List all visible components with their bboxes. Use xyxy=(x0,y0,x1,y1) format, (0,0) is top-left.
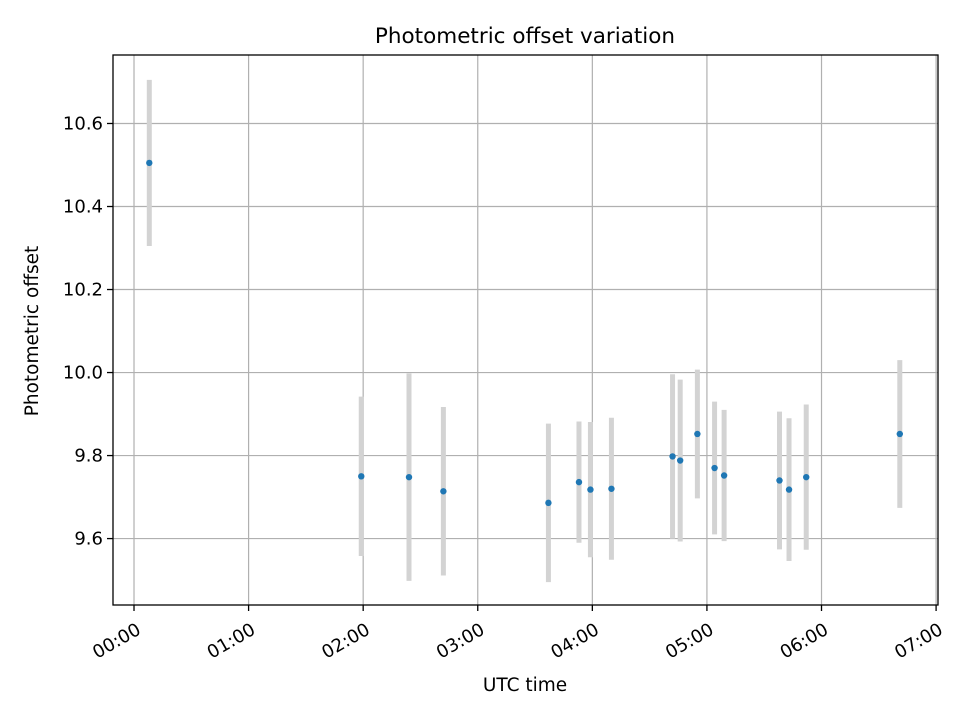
x-tick-label: 02:00 xyxy=(318,619,373,663)
x-tick-label: 01:00 xyxy=(204,619,259,663)
data-point xyxy=(587,486,594,493)
chart-title: Photometric offset variation xyxy=(375,24,675,49)
y-tick-label: 10.6 xyxy=(63,113,103,134)
data-point xyxy=(575,478,583,486)
data-point xyxy=(694,430,701,438)
data-point xyxy=(785,486,793,493)
y-tick-label: 9.6 xyxy=(74,529,103,550)
y-axis-label: Photometric offset xyxy=(22,246,43,417)
x-tick-label: 07:00 xyxy=(891,619,946,663)
y-tick-label: 10.2 xyxy=(63,280,103,301)
y-tick-label: 9.8 xyxy=(74,446,103,467)
y-axis-ticks: 9.6 9.8 10.0 10.2 10.4 10.6 xyxy=(63,113,113,550)
x-tick-label: 03:00 xyxy=(433,619,488,663)
plot-frame xyxy=(112,54,939,606)
errorbars xyxy=(146,79,903,583)
data-point xyxy=(405,473,413,481)
data-point xyxy=(776,477,783,484)
x-axis-label: UTC time xyxy=(483,675,567,696)
data-points xyxy=(146,159,904,507)
data-point xyxy=(608,485,615,492)
y-tick-label: 10.4 xyxy=(63,197,103,218)
data-point xyxy=(545,499,552,507)
data-point xyxy=(676,457,684,464)
data-point xyxy=(896,430,904,438)
data-point xyxy=(358,473,365,480)
x-tick-label: 06:00 xyxy=(777,619,832,663)
x-axis-ticks: 00:00 01:00 02:00 03:00 04:00 05:00 06:00 07:00 xyxy=(89,605,947,663)
grid xyxy=(113,55,938,605)
x-tick-label: 05:00 xyxy=(662,619,717,663)
data-point xyxy=(711,464,718,472)
y-tick-label: 10.0 xyxy=(63,363,103,384)
data-point xyxy=(803,473,810,481)
x-tick-label: 04:00 xyxy=(547,619,602,663)
x-tick-label: 00:00 xyxy=(89,619,144,663)
data-point xyxy=(669,453,676,460)
data-point xyxy=(720,472,728,479)
data-point xyxy=(146,159,153,167)
data-point xyxy=(440,488,447,495)
